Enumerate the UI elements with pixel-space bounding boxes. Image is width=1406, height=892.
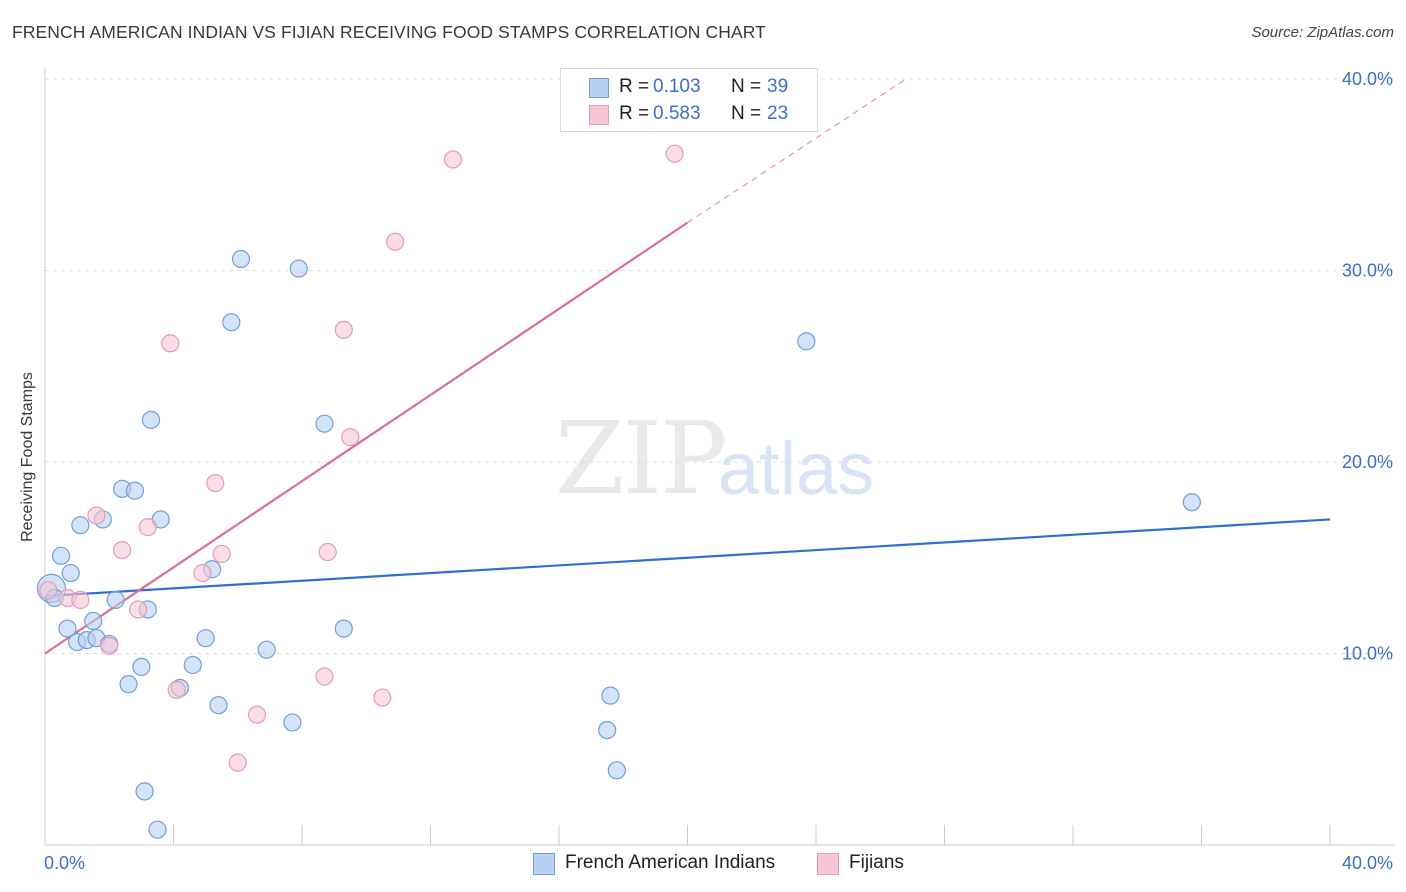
data-point-french-american-indians [231, 249, 251, 269]
trend-lines [44, 78, 1331, 655]
data-point-fijians [206, 473, 225, 493]
legend-n-value: 39 [767, 76, 789, 97]
legend-n-label: N = [731, 76, 762, 97]
data-point-french-american-indians [607, 761, 626, 780]
data-point-fijians [318, 542, 337, 562]
legend-n-value: 23 [767, 103, 789, 124]
data-point-french-american-indians [132, 657, 151, 677]
legend-r-label: R = [619, 76, 650, 97]
data-point-fijians [228, 753, 247, 772]
data-point-fijians [129, 600, 148, 619]
data-point-french-american-indians [106, 590, 125, 609]
data-point-french-american-indians [84, 611, 103, 631]
data-point-french-american-indians [222, 313, 241, 332]
chart-title: FRENCH AMERICAN INDIAN VS FIJIAN RECEIVI… [12, 22, 766, 42]
legend-r-label: R = [619, 103, 650, 124]
watermark-zip: ZIP [555, 400, 727, 517]
data-point-french-american-indians [141, 410, 161, 429]
data-point-fijians [161, 334, 180, 353]
data-point-french-american-indians [71, 516, 90, 535]
data-point-fijians [212, 544, 231, 564]
data-point-fijians [100, 636, 119, 655]
data-point-fijians [443, 150, 463, 169]
data-point-fijians [193, 563, 212, 583]
series-legend-label-pink: Fijians [849, 852, 904, 873]
data-point-fijians [665, 144, 684, 163]
data-point-french-american-indians [209, 696, 228, 715]
grid-lines [45, 78, 1395, 654]
data-point-french-american-indians [119, 675, 138, 694]
data-point-french-american-indians [51, 546, 71, 565]
data-point-french-american-indians [598, 720, 617, 740]
data-point-french-american-indians [601, 686, 620, 705]
data-point-fijians [373, 688, 392, 707]
data-point-fijians [247, 705, 267, 724]
data-point-french-american-indians [125, 481, 145, 500]
data-point-french-american-indians [135, 782, 154, 801]
legend-r-value: 0.583 [653, 103, 701, 124]
legend-n-label: N = [731, 103, 762, 124]
data-point-fijians [112, 540, 132, 560]
data-point-french-american-indians [289, 259, 308, 278]
x-tick-label: 0.0% [44, 853, 85, 873]
legend-swatch-pink [589, 105, 609, 125]
tick-labels: 10.0% 20.0% 30.0% 40.0% 0.0% 40.0% [44, 69, 1393, 873]
y-tick-label: 20.0% [1342, 452, 1393, 472]
data-point-french-american-indians [148, 820, 167, 839]
x-tick-label: 40.0% [1342, 853, 1393, 873]
data-point-french-american-indians [797, 332, 816, 351]
data-point-french-american-indians [257, 640, 276, 659]
data-point-french-american-indians [61, 563, 80, 583]
data-point-fijians [334, 320, 353, 339]
data-point-french-american-indians [315, 414, 334, 433]
y-tick-label: 10.0% [1342, 644, 1393, 664]
series-legend-label-blue: French American Indians [565, 852, 776, 873]
trend-line-fijians [44, 221, 689, 655]
data-point-fijians [386, 232, 405, 251]
data-point-french-american-indians [283, 713, 302, 732]
data-point-fijians [167, 680, 186, 699]
data-point-fijians [138, 518, 157, 537]
legend-swatch-blue [589, 78, 609, 98]
series-french-american-indians [36, 249, 1201, 839]
correlation-legend: R = 0.103 N = 39 R = 0.583 N = 23 [560, 68, 818, 132]
y-tick-label: 40.0% [1342, 69, 1393, 89]
data-point-french-american-indians [334, 619, 353, 638]
data-point-fijians [39, 581, 58, 600]
data-point-fijians [87, 506, 106, 525]
axes [44, 68, 1395, 846]
data-point-french-american-indians [183, 655, 202, 675]
y-axis-title: Receiving Food Stamps [19, 372, 36, 542]
series-fijians [39, 144, 684, 772]
watermark-atlas: atlas [718, 427, 875, 510]
data-point-fijians [315, 667, 334, 686]
y-tick-label: 30.0% [1342, 261, 1393, 281]
data-point-french-american-indians [1182, 493, 1201, 512]
data-point-french-american-indians [196, 629, 215, 648]
trend-line-french-american-indians [44, 518, 1331, 598]
data-point-french-american-indians [58, 619, 77, 638]
data-point-fijians [71, 590, 90, 609]
data-point-fijians [341, 428, 360, 447]
legend-r-value: 0.103 [653, 76, 701, 97]
source-label: Source: ZipAtlas.com [1251, 24, 1394, 41]
series-legend-swatch-pink [817, 853, 839, 875]
series-legend-swatch-blue [533, 853, 555, 875]
